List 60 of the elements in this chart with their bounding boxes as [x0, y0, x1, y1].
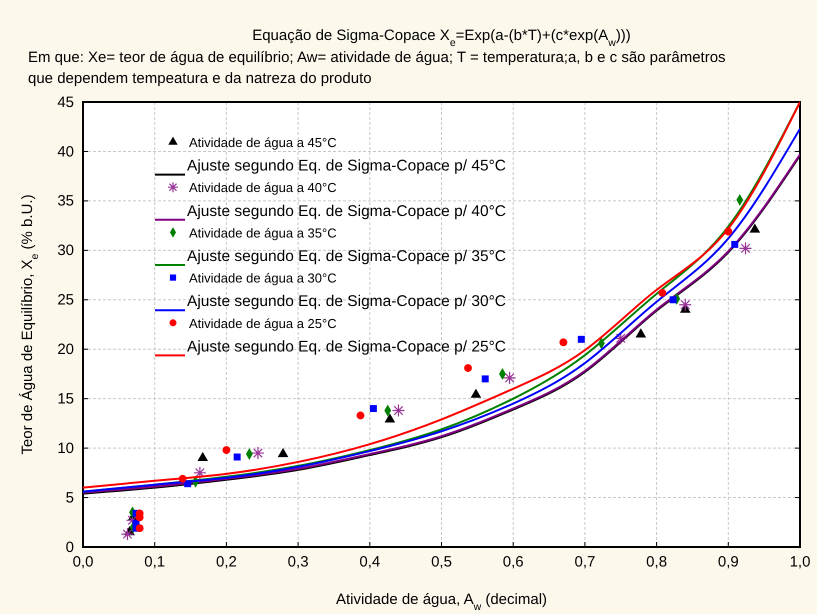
legend-label: Atividade de água a 25°C [189, 316, 337, 331]
x-tick-label: 0,4 [359, 554, 380, 571]
legend-label: Ajuste segundo Eq. de Sigma-Copace p/ 35°C [187, 248, 506, 265]
point [658, 288, 666, 297]
point [731, 240, 738, 248]
y-tick-label: 20 [57, 341, 74, 358]
point [356, 412, 364, 420]
point [559, 338, 568, 346]
y-tick-label: 25 [57, 292, 74, 309]
y-tick-label: 40 [57, 143, 74, 160]
point [234, 454, 241, 460]
point [278, 448, 288, 458]
x-tick-label: 0,6 [502, 554, 524, 571]
x-axis-title: Atividade de água, A$_{w}$ (decimal) [336, 591, 548, 613]
point [578, 336, 585, 343]
y-tick-label: 35 [57, 192, 74, 210]
x-tick-label: 0,5 [431, 554, 452, 571]
legend-label: Ajuste segundo Eq. de Sigma-Copace p/ 30°C [187, 293, 506, 310]
point [136, 524, 144, 532]
legend-label: Atividade de água a 45°C [189, 135, 337, 150]
y-tick-label: 5 [66, 489, 74, 506]
x-tick-label: 0,9 [718, 554, 739, 571]
point [222, 446, 230, 454]
point [470, 388, 482, 398]
x-tick-label: 0,2 [216, 554, 237, 571]
x-tick-label: 0,8 [646, 554, 668, 571]
legend-label: Atividade de água a 40°C [189, 180, 337, 196]
legend-label: Ajuste segundo Eq. de Sigma-Copace p/ 40°C [187, 202, 506, 220]
y-tick-label: 30 [57, 242, 74, 260]
x-tick-label: 1,0 [790, 554, 810, 571]
x-tick-label: 0,0 [72, 554, 94, 571]
legend-label: Ajuste segundo Eq. de Sigma-Copace p/ 25°C [187, 338, 506, 356]
point [384, 413, 396, 422]
legend-label: Atividade de água a 35°C [189, 225, 337, 240]
point [193, 466, 206, 480]
point [614, 332, 628, 345]
point [370, 405, 377, 412]
y-tick-label: 10 [57, 440, 74, 457]
y-tick-label: 0 [66, 538, 74, 556]
chart-title: Equação de Sigma-Copace X$_{e}$=Exp(a-(b*T)+(c*exp(A$_{w}$))) [252, 27, 631, 49]
point [392, 404, 406, 418]
y-tick-label: 15 [57, 390, 74, 408]
point [197, 452, 208, 462]
point [464, 364, 472, 372]
point [503, 371, 516, 384]
x-tick-label: 0,7 [574, 554, 596, 571]
point [482, 375, 489, 382]
point [636, 328, 646, 338]
x-tick-label: 0,1 [144, 554, 166, 571]
x-tick-label: 0,3 [288, 554, 309, 571]
legend-label: Atividade de água a 30°C [189, 270, 337, 286]
chart-subtitle: Em que: Xe= teor de água de equilíbrio; Aw= atividade de água; T = temperatura;a, b e c são parâmetros que dependem tempeatura e da natreza do produto [28, 49, 726, 87]
point [670, 296, 677, 304]
point [750, 223, 760, 233]
y-tick-label: 45 [57, 94, 74, 111]
legend-label: Ajuste segundo Eq. de Sigma-Copace p/ 45°C [187, 158, 506, 175]
point [251, 446, 265, 460]
point [678, 298, 692, 312]
point [738, 242, 752, 255]
point [120, 528, 134, 541]
